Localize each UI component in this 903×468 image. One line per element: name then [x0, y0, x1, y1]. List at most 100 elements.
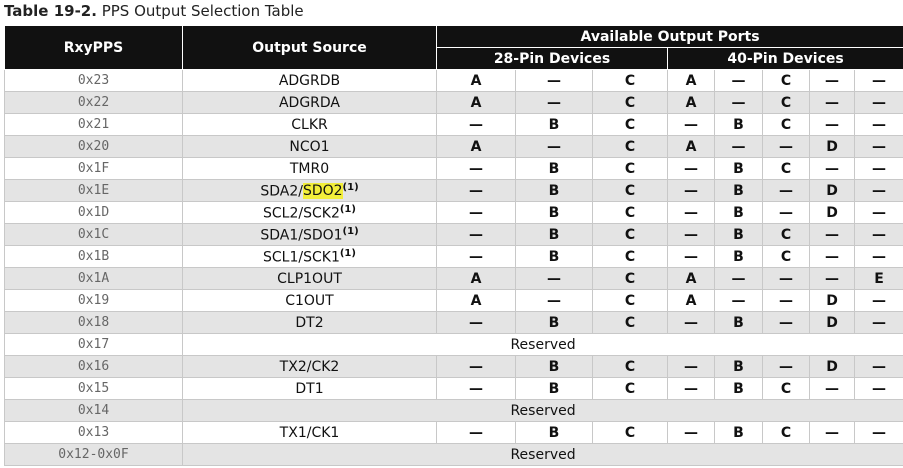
- port-cell: —: [762, 267, 810, 290]
- port-cell: —: [515, 69, 593, 92]
- port-cell: —: [853, 311, 903, 334]
- port-cell: C: [592, 201, 668, 224]
- port-cell: —: [809, 421, 855, 444]
- port-cell: C: [592, 69, 668, 92]
- source-cell: NCO1: [182, 135, 437, 158]
- footnote-ref: (1): [342, 225, 359, 237]
- register-code: 0x22: [4, 91, 183, 114]
- port-cell: C: [762, 113, 810, 136]
- port-cell: —: [809, 267, 855, 290]
- port-cell: B: [515, 311, 593, 334]
- source-cell: CLP1OUT: [182, 267, 437, 290]
- port-cell: C: [592, 223, 668, 246]
- register-code: 0x23: [4, 69, 183, 92]
- port-cell: C: [592, 289, 668, 312]
- port-cell: —: [667, 245, 715, 268]
- table-row: 0x18 DT2— B C — B — D —: [4, 311, 903, 334]
- source-cell: ADGRDB: [182, 69, 437, 92]
- port-cell: —: [853, 377, 903, 400]
- port-cell: C: [762, 223, 810, 246]
- footnote-ref: (1): [339, 247, 356, 259]
- port-cell: —: [714, 91, 763, 114]
- caption-title: PPS Output Selection Table: [101, 2, 304, 20]
- port-cell: C: [592, 179, 668, 202]
- port-cell: B: [515, 113, 593, 136]
- source-cell: TMR0: [182, 157, 437, 180]
- port-cell: —: [853, 157, 903, 180]
- port-cell: —: [762, 289, 810, 312]
- port-cell: —: [667, 179, 715, 202]
- register-code: 0x19: [4, 289, 183, 312]
- port-cell: C: [592, 421, 668, 444]
- port-cell: C: [762, 421, 810, 444]
- port-cell: B: [714, 245, 763, 268]
- source-cell: DT1: [182, 377, 437, 400]
- port-cell: —: [515, 91, 593, 114]
- register-code: 0x16: [4, 355, 183, 378]
- source-cell: SCL2/SCK2(1): [182, 201, 437, 224]
- port-cell: B: [515, 201, 593, 224]
- port-cell: —: [667, 113, 715, 136]
- port-cell: D: [809, 179, 855, 202]
- port-cell: A: [667, 135, 715, 158]
- port-cell: A: [667, 289, 715, 312]
- source-cell: DT2: [182, 311, 437, 334]
- table-row: 0x1A CLP1OUT A — C A — — — E: [4, 267, 903, 290]
- source-cell: SDA2/SDO2(1): [182, 179, 437, 202]
- port-cell: —: [667, 311, 715, 334]
- reserved-cell: Reserved: [181, 443, 903, 466]
- port-cell: —: [853, 245, 903, 268]
- reserved-cell: Reserved: [181, 333, 903, 356]
- source-name: SDA2/: [260, 183, 303, 200]
- port-cell: —: [853, 223, 903, 246]
- register-code: 0x1F: [4, 157, 183, 180]
- source-name: CLP1OUT: [277, 270, 342, 287]
- port-cell: C: [592, 311, 668, 334]
- port-cell: A: [667, 69, 715, 92]
- port-cell: B: [515, 157, 593, 180]
- port-cell: —: [762, 311, 810, 334]
- port-cell: —: [809, 69, 855, 92]
- register-code: 0x17: [4, 333, 183, 356]
- header-cell: Available Output Ports: [435, 25, 903, 48]
- source-name: ADGRDA: [278, 94, 341, 111]
- register-code: 0x21: [4, 113, 183, 136]
- source-cell: SCL1/SCK1(1): [182, 245, 437, 268]
- source-name: TX2/CK2: [279, 358, 340, 375]
- table-row: 0x1D SCL2/SCK2(1) — B C — B — D —: [4, 201, 903, 224]
- table-row: 0x14 Reserved: [4, 399, 903, 422]
- port-cell: C: [592, 135, 668, 158]
- port-cell: B: [714, 179, 763, 202]
- port-cell: —: [436, 113, 516, 136]
- port-cell: A: [436, 91, 516, 114]
- footnote-ref: (1): [339, 203, 356, 215]
- register-code: 0x1E: [4, 179, 183, 202]
- port-cell: —: [436, 245, 516, 268]
- port-cell: —: [853, 179, 903, 202]
- source-name: CLKR: [291, 116, 328, 133]
- port-cell: C: [592, 267, 668, 290]
- port-cell: E: [853, 267, 903, 290]
- port-cell: —: [436, 179, 516, 202]
- source-cell: CLKR: [182, 113, 437, 136]
- table-row: 0x17 Reserved: [4, 333, 903, 356]
- port-cell: C: [762, 377, 810, 400]
- port-cell: B: [714, 355, 763, 378]
- source-name: DT2: [295, 314, 324, 331]
- port-cell: —: [515, 289, 593, 312]
- table-body: 0x23 ADGRDB A — C A — C — —0x22 ADGRDA A — C A — C — —0x21…: [4, 69, 903, 466]
- register-code: 0x18: [4, 311, 183, 334]
- table-row: 0x23 ADGRDB A — C A — C — —: [4, 69, 903, 92]
- port-cell: C: [592, 113, 668, 136]
- port-cell: —: [436, 201, 516, 224]
- port-cell: —: [436, 377, 516, 400]
- port-cell: —: [667, 223, 715, 246]
- source-name: TMR0: [289, 160, 330, 177]
- table-row: 0x21 CLKR — B C — B C — —: [4, 113, 903, 136]
- port-cell: —: [762, 179, 810, 202]
- register-code: 0x12-0x0F: [4, 443, 183, 466]
- register-code: 0x1A: [4, 267, 183, 290]
- port-cell: —: [809, 223, 855, 246]
- table-row: 0x13 TX1/CK1— B C — B C — —: [4, 421, 903, 444]
- source-cell: C1OUT: [182, 289, 437, 312]
